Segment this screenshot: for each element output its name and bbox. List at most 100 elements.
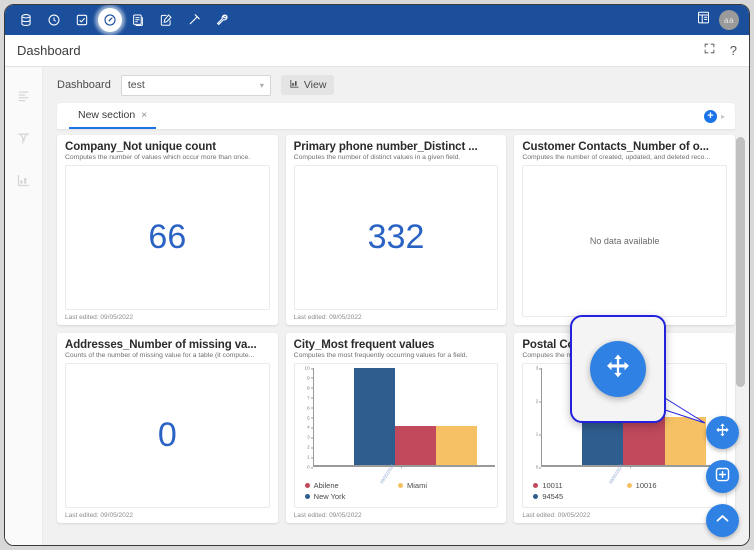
legend-item[interactable]: 94545 <box>533 492 626 501</box>
close-icon[interactable]: × <box>141 109 148 121</box>
dashboard-label: Dashboard <box>57 79 111 91</box>
dashboard-select-value: test <box>127 79 145 91</box>
checkbox-icon[interactable] <box>69 7 95 33</box>
widget-card[interactable]: City_Most frequent values Computes the m… <box>285 333 507 523</box>
move-arrows-icon <box>714 422 731 444</box>
funnel-icon[interactable] <box>16 131 31 151</box>
legend-label: 10016 <box>635 481 657 490</box>
view-button[interactable]: View <box>280 75 335 95</box>
bar <box>394 426 436 465</box>
left-rail <box>5 67 43 545</box>
widget-title: Customer Contacts_Number of o... <box>522 141 709 153</box>
tabstrip: New section × + ▸ <box>57 103 735 129</box>
y-axis-tick: 5 <box>307 415 312 420</box>
top-navigation-bar: aa <box>5 5 749 35</box>
gauge-icon[interactable] <box>97 7 123 33</box>
nav-icon-group <box>13 7 235 33</box>
widget-title: Company_Not unique count <box>65 141 216 153</box>
scrollbar-thumb[interactable] <box>736 137 745 387</box>
legend-label: Abilene <box>313 481 339 490</box>
widget-body: 0 <box>65 363 270 508</box>
widget-footer: Last edited: 09/05/2022 <box>293 314 362 321</box>
dashboard-select[interactable]: test ▾ <box>120 74 271 96</box>
edit-document-icon[interactable] <box>153 7 179 33</box>
legend-item[interactable]: Abilene <box>304 481 398 490</box>
workspace: Dashboard test ▾ View <box>43 67 749 545</box>
widget-card[interactable]: Primary phone number_Distinct ... Comput… <box>285 135 507 325</box>
bar <box>435 426 478 465</box>
y-axis-tick: 1 <box>535 431 541 437</box>
widget-value: 332 <box>367 218 425 256</box>
app-body: Dashboard test ▾ View <box>5 67 749 545</box>
widget-value: 66 <box>148 218 187 256</box>
widget-card[interactable]: Customer Contacts_Number of o... Compute… <box>514 135 735 325</box>
widget-empty-message: No data available <box>589 236 660 246</box>
wrench-icon[interactable] <box>209 7 235 33</box>
avatar[interactable]: aa <box>719 10 739 30</box>
y-axis-tick: 3 <box>535 365 541 371</box>
tab-label: New section <box>78 109 136 121</box>
chevron-right-icon[interactable]: ▸ <box>720 111 725 121</box>
legend-item[interactable]: Miami <box>397 481 491 490</box>
chart-legend: 10011 10016 94545 <box>525 467 724 505</box>
y-axis-tick: 2 <box>307 444 312 450</box>
widget-title: Addresses_Number of missing va... <box>65 339 257 351</box>
widget-footer: Last edited: 09/05/2022 <box>65 512 133 519</box>
plug-icon[interactable] <box>181 7 207 33</box>
move-arrows-icon <box>603 352 633 387</box>
chart-icon[interactable] <box>16 173 31 193</box>
layers-icon[interactable] <box>16 89 31 109</box>
legend-label: New York <box>313 492 346 501</box>
legend-color-dot <box>533 494 539 499</box>
vertical-scrollbar[interactable] <box>736 137 745 503</box>
help-icon[interactable]: ? <box>729 43 737 58</box>
document-stack-icon[interactable] <box>125 7 151 33</box>
chart-legend: Abilene Miami New York <box>297 467 496 505</box>
widget-card[interactable]: Addresses_Number of missing va... Counts… <box>57 333 278 523</box>
widget-grid: Company_Not unique count Computes the nu… <box>57 135 735 523</box>
bar <box>664 416 706 465</box>
widget-title: Primary phone number_Distinct ... <box>293 141 478 153</box>
clock-icon[interactable] <box>41 7 67 33</box>
plus-square-icon <box>714 466 731 488</box>
widget-description: Computes the number of created, updated,… <box>522 154 711 161</box>
tab-add-group: + ▸ <box>703 103 735 129</box>
widget-card[interactable]: Company_Not unique count Computes the nu… <box>57 135 278 325</box>
widget-description: Computes the most frequently occurring v… <box>293 352 468 359</box>
y-axis-tick: 4 <box>307 424 312 430</box>
legend-item[interactable]: 10011 <box>533 481 626 490</box>
widget-title: City_Most frequent values <box>293 339 435 351</box>
legend-item[interactable]: New York <box>304 492 398 501</box>
dashboard-toolbar: Dashboard test ▾ View <box>43 67 749 103</box>
tab-new-section[interactable]: New section × <box>69 103 157 129</box>
move-widget-fab[interactable] <box>706 416 739 449</box>
y-axis: 0 1 2 3 <box>525 365 541 470</box>
header-actions: ? <box>703 42 737 60</box>
legend-color-dot <box>304 494 310 499</box>
grid-icon[interactable] <box>696 10 711 30</box>
widget-footer: Last edited: 09/05/2022 <box>65 314 133 321</box>
legend-label: 10011 <box>542 481 563 490</box>
fullscreen-icon[interactable] <box>703 42 716 60</box>
nav-right-group: aa <box>696 10 741 30</box>
add-section-button[interactable]: + <box>703 109 717 123</box>
page-header: Dashboard ? <box>5 35 749 67</box>
widget-footer: Last edited: 09/05/2022 <box>293 512 362 519</box>
add-widget-fab[interactable] <box>706 460 739 493</box>
database-icon[interactable] <box>13 7 39 33</box>
scroll-top-fab[interactable] <box>706 504 739 537</box>
y-axis-tick: 6 <box>307 405 312 411</box>
magnified-move-widget-fab[interactable] <box>590 341 646 397</box>
y-axis-tick: 7 <box>307 395 312 401</box>
widget-description: Computes the number of distinct values i… <box>293 154 461 161</box>
bar-series <box>353 368 478 465</box>
legend-item[interactable]: 10016 <box>626 481 720 490</box>
bar <box>353 368 395 465</box>
widget-body: 66 <box>65 165 270 310</box>
legend-label: Miami <box>406 481 427 490</box>
floating-action-buttons <box>706 416 739 537</box>
widget-body: No data available <box>522 165 727 317</box>
magnifier-callout <box>570 315 666 423</box>
y-axis-tick: 0 <box>307 464 312 470</box>
widget-value: 0 <box>157 416 177 454</box>
